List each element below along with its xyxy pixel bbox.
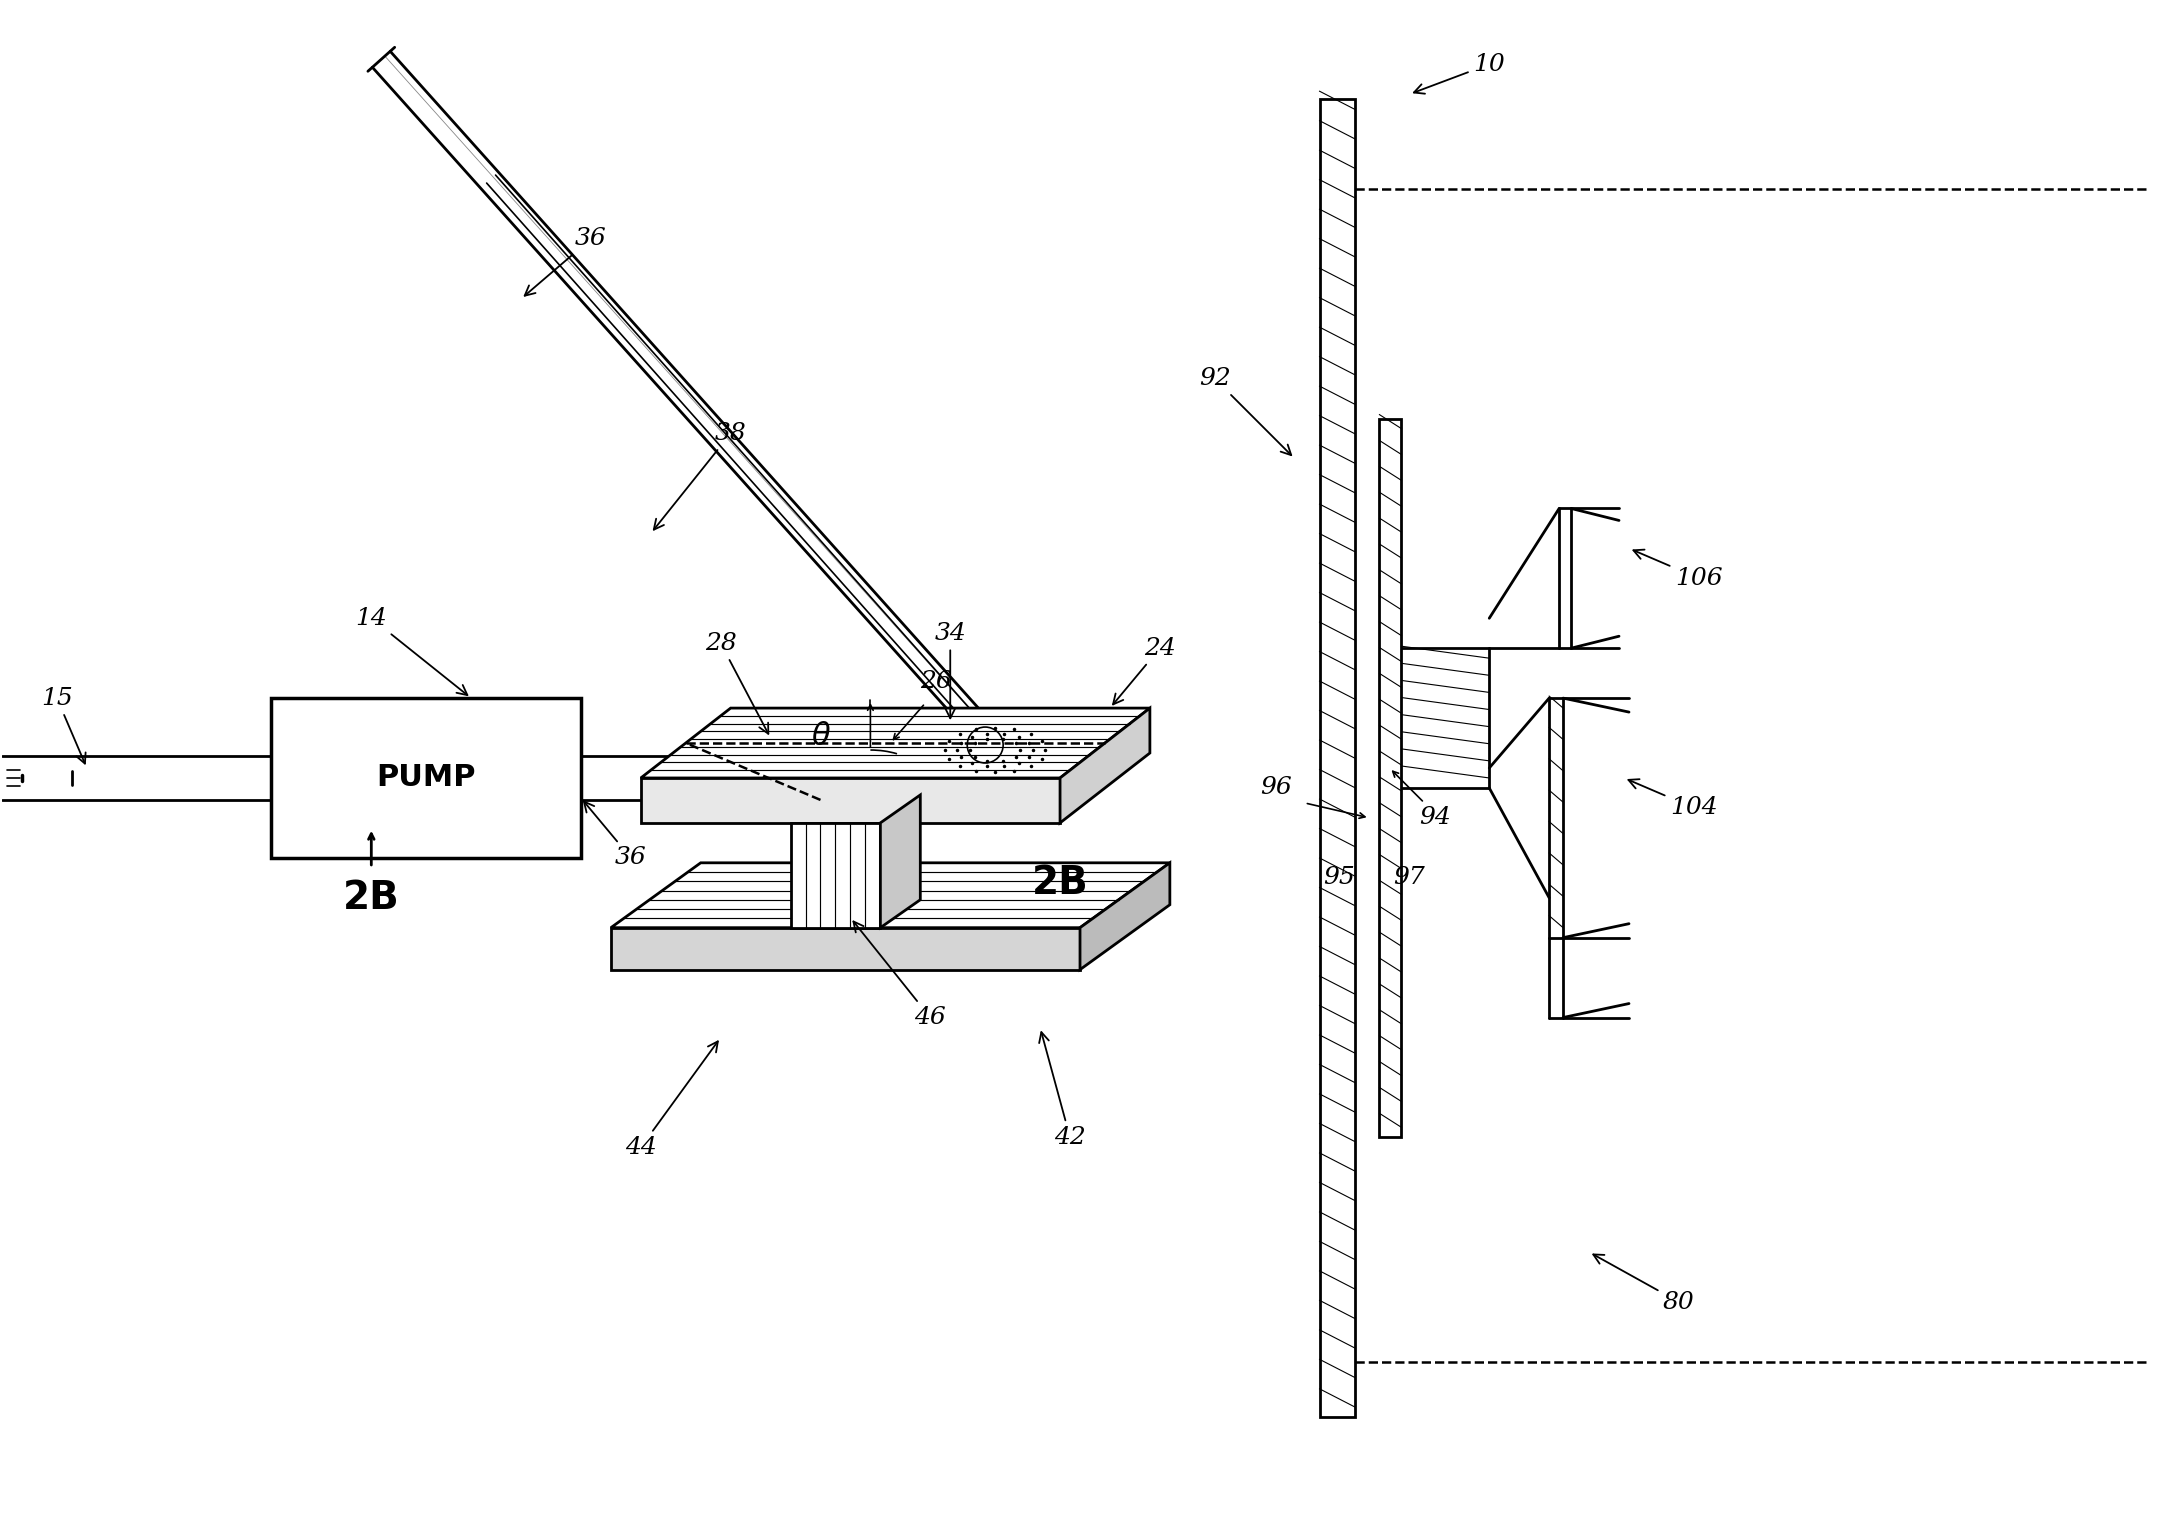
Polygon shape [1080,862,1170,970]
Polygon shape [880,795,920,927]
Text: 46: 46 [854,921,946,1029]
Text: 80: 80 [1594,1254,1696,1313]
Text: 38: 38 [654,422,746,530]
Polygon shape [791,823,880,927]
Text: 96: 96 [1259,776,1291,800]
Text: 10: 10 [1413,53,1504,94]
Text: $\theta$: $\theta$ [811,721,830,751]
Text: 2B: 2B [1033,864,1089,902]
Bar [1380,419,1402,1137]
Polygon shape [641,777,1061,823]
Text: 24: 24 [1113,636,1176,704]
Text: 14: 14 [354,607,467,695]
Text: 97: 97 [1394,867,1426,890]
Text: 104: 104 [1628,779,1717,820]
Polygon shape [611,927,1080,970]
Text: 28: 28 [704,631,767,733]
Text: 26: 26 [920,669,952,694]
Polygon shape [641,707,1150,777]
Polygon shape [611,862,1170,927]
Text: 94: 94 [1420,806,1450,829]
Text: 2B: 2B [343,879,400,917]
Text: PUMP: PUMP [376,764,476,792]
Text: 95: 95 [1324,867,1354,890]
Bar [272,698,580,858]
Bar [1320,99,1354,1416]
Text: 44: 44 [624,1041,717,1158]
Text: 42: 42 [1039,1032,1085,1149]
Text: 36: 36 [524,228,607,296]
Text: 36: 36 [585,802,646,870]
Text: 106: 106 [1633,550,1722,591]
Text: 92: 92 [1198,367,1291,455]
Text: 15: 15 [41,686,85,764]
Text: 34: 34 [935,622,965,718]
Polygon shape [1061,707,1150,823]
